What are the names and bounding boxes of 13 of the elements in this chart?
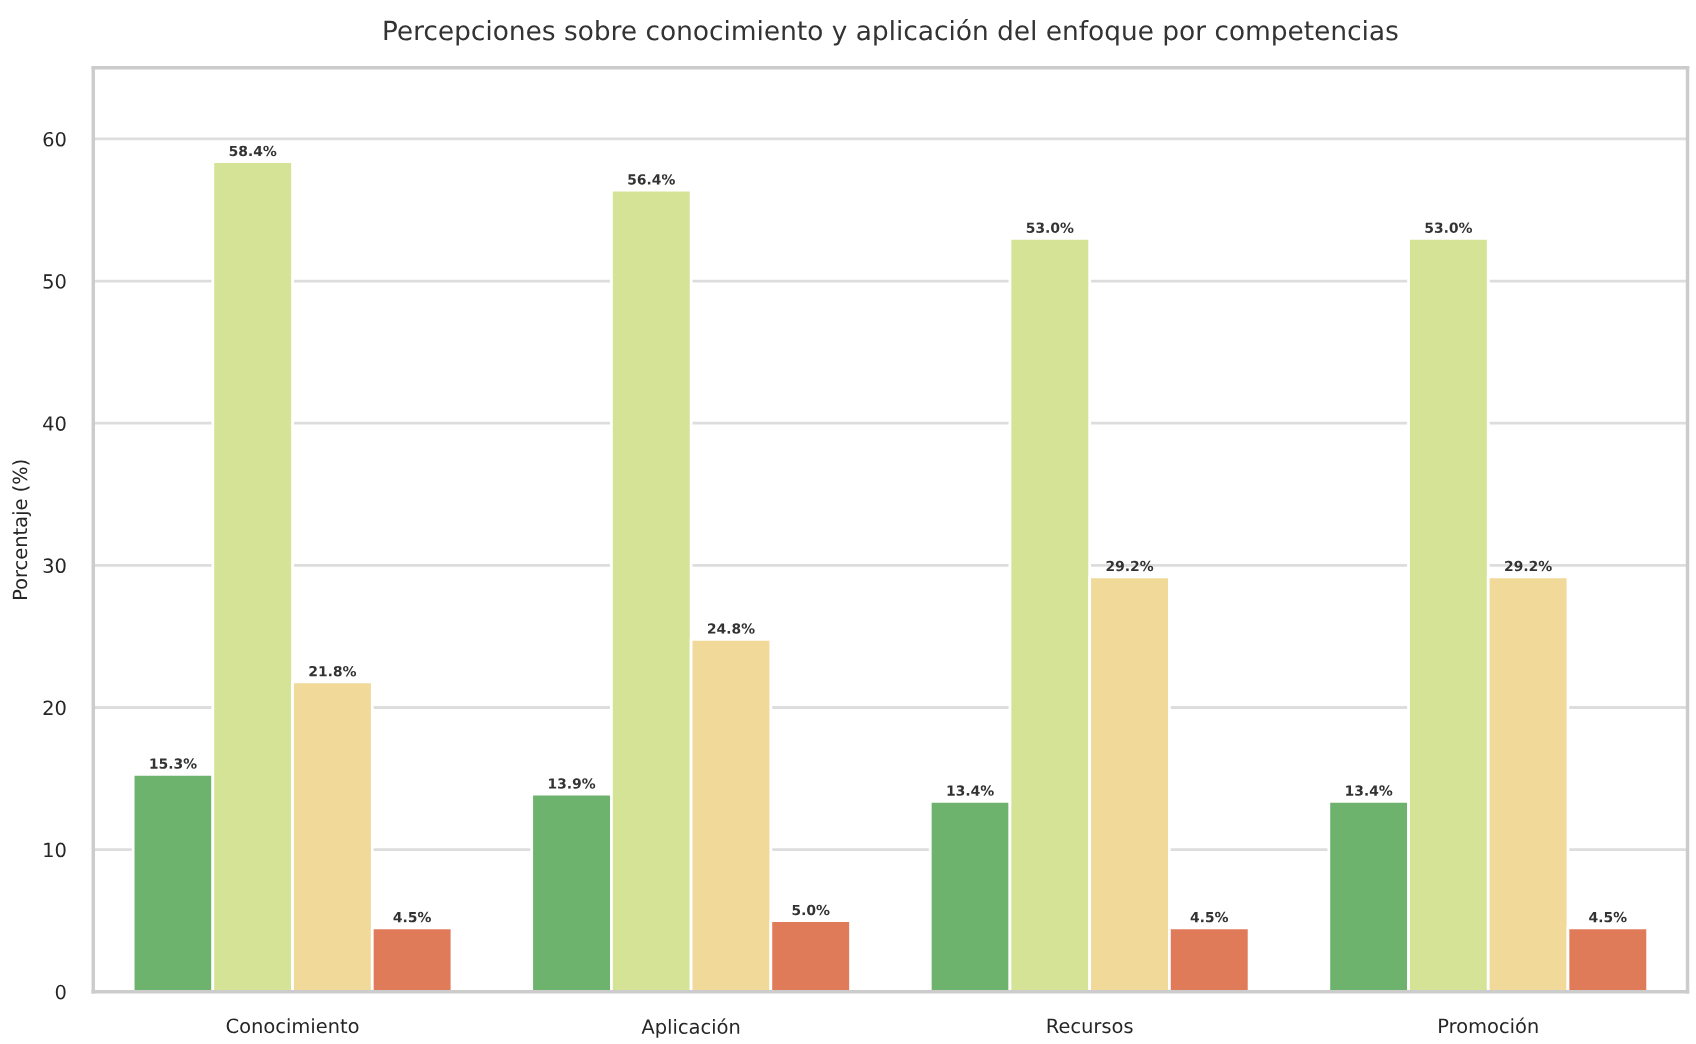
y-tick-label: 30 bbox=[43, 558, 66, 574]
x-tick-label: Promoción bbox=[1439, 1017, 1538, 1034]
y-tick-label: 50 bbox=[43, 274, 66, 289]
y-tick-label: 60 bbox=[43, 131, 66, 147]
x-tick-label: Recursos bbox=[1047, 1018, 1133, 1034]
y-tick-label: 10 bbox=[44, 842, 66, 858]
x-tick-label: Conocimiento bbox=[226, 1018, 359, 1034]
x-tick-label: Aplicación bbox=[641, 1018, 740, 1038]
y-tick-label: 0 bbox=[55, 984, 66, 1000]
y-tick-label: 20 bbox=[43, 700, 66, 716]
chart-title: Percepciones sobre conocimiento y aplicación del enfoque por competencias bbox=[384, 18, 1398, 46]
y-tick-label: 40 bbox=[43, 416, 66, 431]
y-axis-title: Porcentaje (%) bbox=[12, 460, 32, 600]
